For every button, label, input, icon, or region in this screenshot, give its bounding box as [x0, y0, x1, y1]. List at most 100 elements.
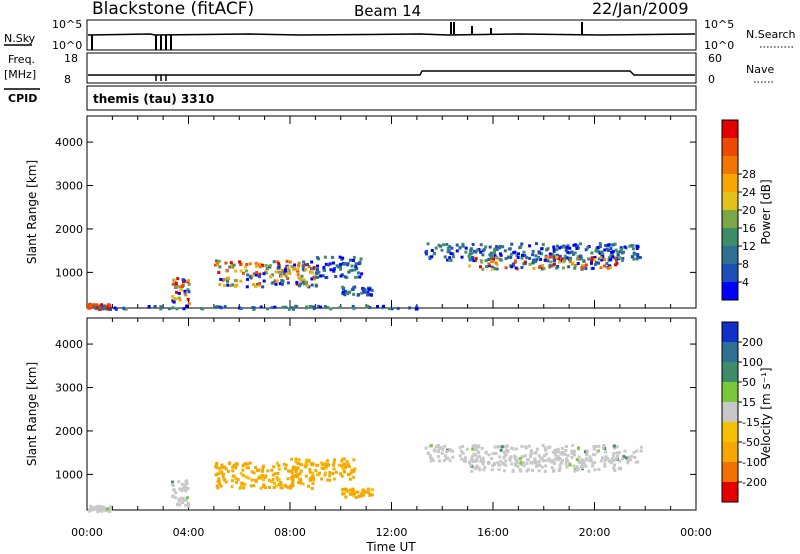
data-cell — [424, 446, 428, 450]
data-cell — [286, 265, 290, 269]
colorbar-segment — [722, 282, 738, 300]
data-cell — [540, 252, 544, 256]
data-cell — [358, 494, 362, 498]
power-ylabel: Slant Range [km] — [25, 160, 39, 264]
data-cell — [630, 454, 634, 458]
data-cell — [513, 260, 517, 264]
data-cell — [172, 300, 176, 304]
data-cell — [481, 462, 485, 466]
data-cell — [273, 472, 277, 476]
colorbar-tick-label: 15 — [742, 396, 756, 409]
data-cell — [309, 270, 313, 274]
data-cell — [425, 249, 429, 253]
data-cell — [295, 280, 299, 284]
data-cell — [498, 455, 502, 459]
data-cell — [297, 481, 301, 485]
data-cell — [350, 468, 354, 472]
freq-trace — [88, 70, 695, 76]
data-cell — [452, 255, 456, 259]
data-cell — [365, 490, 369, 494]
data-cell — [511, 251, 515, 255]
data-cell — [176, 277, 180, 281]
data-cell — [607, 256, 611, 260]
colorbar-segment — [722, 192, 738, 210]
data-cell — [352, 306, 356, 310]
data-cell — [498, 252, 502, 256]
data-cell — [580, 267, 584, 271]
data-cell — [484, 450, 488, 454]
data-cell — [489, 256, 493, 260]
data-cell — [262, 272, 266, 276]
data-cell — [323, 471, 327, 475]
data-cell — [343, 462, 347, 466]
data-cell — [220, 463, 224, 467]
data-cell — [343, 487, 347, 491]
data-cell — [183, 289, 187, 293]
data-cell — [585, 449, 589, 453]
data-cell — [477, 450, 481, 454]
data-cell — [266, 307, 270, 311]
data-cell — [299, 282, 303, 286]
data-cell — [609, 266, 613, 270]
data-cell — [603, 248, 607, 252]
data-cell — [273, 305, 277, 309]
data-cell — [269, 274, 273, 278]
data-cell — [97, 506, 101, 510]
data-cell — [294, 468, 298, 472]
data-cell — [461, 444, 465, 448]
data-cell — [341, 285, 345, 289]
data-cell — [259, 486, 263, 490]
data-cell — [478, 455, 482, 459]
data-cell — [339, 472, 343, 476]
data-cell — [187, 282, 191, 286]
data-cell — [321, 462, 325, 466]
data-cell — [178, 298, 182, 302]
data-cell — [109, 307, 113, 311]
data-cell — [597, 257, 601, 261]
data-cell — [537, 250, 541, 254]
data-cell — [324, 466, 328, 470]
data-cell — [632, 450, 636, 454]
data-cell — [613, 463, 617, 467]
data-cell — [562, 245, 566, 249]
data-cell — [531, 249, 535, 253]
data-cell — [267, 486, 271, 490]
data-cell — [461, 242, 465, 246]
data-cell — [499, 253, 503, 257]
data-cell — [510, 462, 514, 466]
data-cell — [185, 496, 189, 500]
data-cell — [182, 483, 186, 487]
data-cell — [558, 246, 562, 250]
data-cell — [239, 306, 243, 310]
data-cell — [465, 447, 469, 451]
data-cell — [338, 255, 342, 259]
data-cell — [514, 462, 518, 466]
data-cell — [252, 484, 256, 488]
data-cell — [241, 468, 245, 472]
data-cell — [540, 465, 544, 469]
data-cell — [495, 248, 499, 252]
data-cell — [320, 477, 324, 481]
data-cell — [218, 265, 222, 269]
data-cell — [593, 258, 597, 262]
data-cell — [88, 302, 92, 306]
data-cell — [293, 263, 297, 267]
data-cell — [354, 275, 358, 279]
data-cell — [295, 466, 299, 470]
colorbar-tick-label: 200 — [742, 336, 763, 349]
data-cell — [248, 262, 252, 266]
colorbar-segment — [722, 210, 738, 228]
data-cell — [490, 457, 494, 461]
data-cell — [628, 244, 632, 248]
data-cell — [279, 270, 283, 274]
xtick-label: 20:00 — [579, 526, 611, 539]
freq-top-tick: 18 — [64, 52, 78, 65]
data-cell — [226, 279, 230, 283]
data-cell — [261, 285, 265, 289]
data-cell — [511, 262, 515, 266]
data-cell — [98, 306, 102, 310]
data-cell — [491, 463, 495, 467]
data-cell — [296, 273, 300, 277]
data-cell — [299, 469, 303, 473]
data-cell — [214, 463, 218, 467]
